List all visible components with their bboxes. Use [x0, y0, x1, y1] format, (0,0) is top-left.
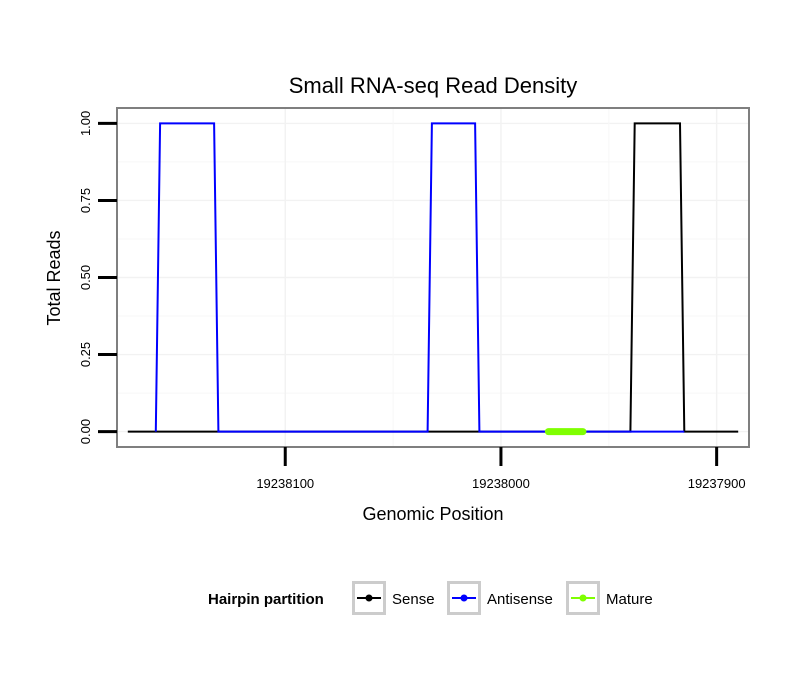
y-axis-title: Total Reads: [44, 230, 64, 325]
y-tick-label: 1.00: [78, 111, 93, 136]
chart-title: Small RNA-seq Read Density: [289, 73, 578, 98]
legend-label: Sense: [392, 591, 435, 608]
x-tick-label: 19238000: [472, 476, 530, 491]
y-tick-label: 0.25: [78, 342, 93, 367]
x-axis: 19238100 19238000 19237900: [256, 447, 746, 491]
y-tick-label: 0.00: [78, 419, 93, 444]
x-tick-label: 19237900: [688, 476, 746, 491]
grid-lines: [117, 108, 749, 447]
legend-title: Hairpin partition: [208, 591, 324, 608]
y-axis: 0.00 0.25 0.50 0.75 1.00: [78, 111, 117, 444]
legend-key-point: [579, 594, 587, 602]
x-axis-title: Genomic Position: [362, 504, 503, 524]
y-tick-label: 0.75: [78, 188, 93, 213]
x-tick-label: 19238100: [256, 476, 314, 491]
legend-key-point: [460, 594, 468, 602]
legend-label: Antisense: [487, 591, 553, 608]
legend-key-point: [365, 594, 373, 602]
legend: Hairpin partition Sense Antisense Mature: [208, 581, 653, 615]
y-tick-label: 0.50: [78, 265, 93, 290]
legend-label: Mature: [606, 591, 653, 608]
series-lines: [127, 122, 739, 436]
